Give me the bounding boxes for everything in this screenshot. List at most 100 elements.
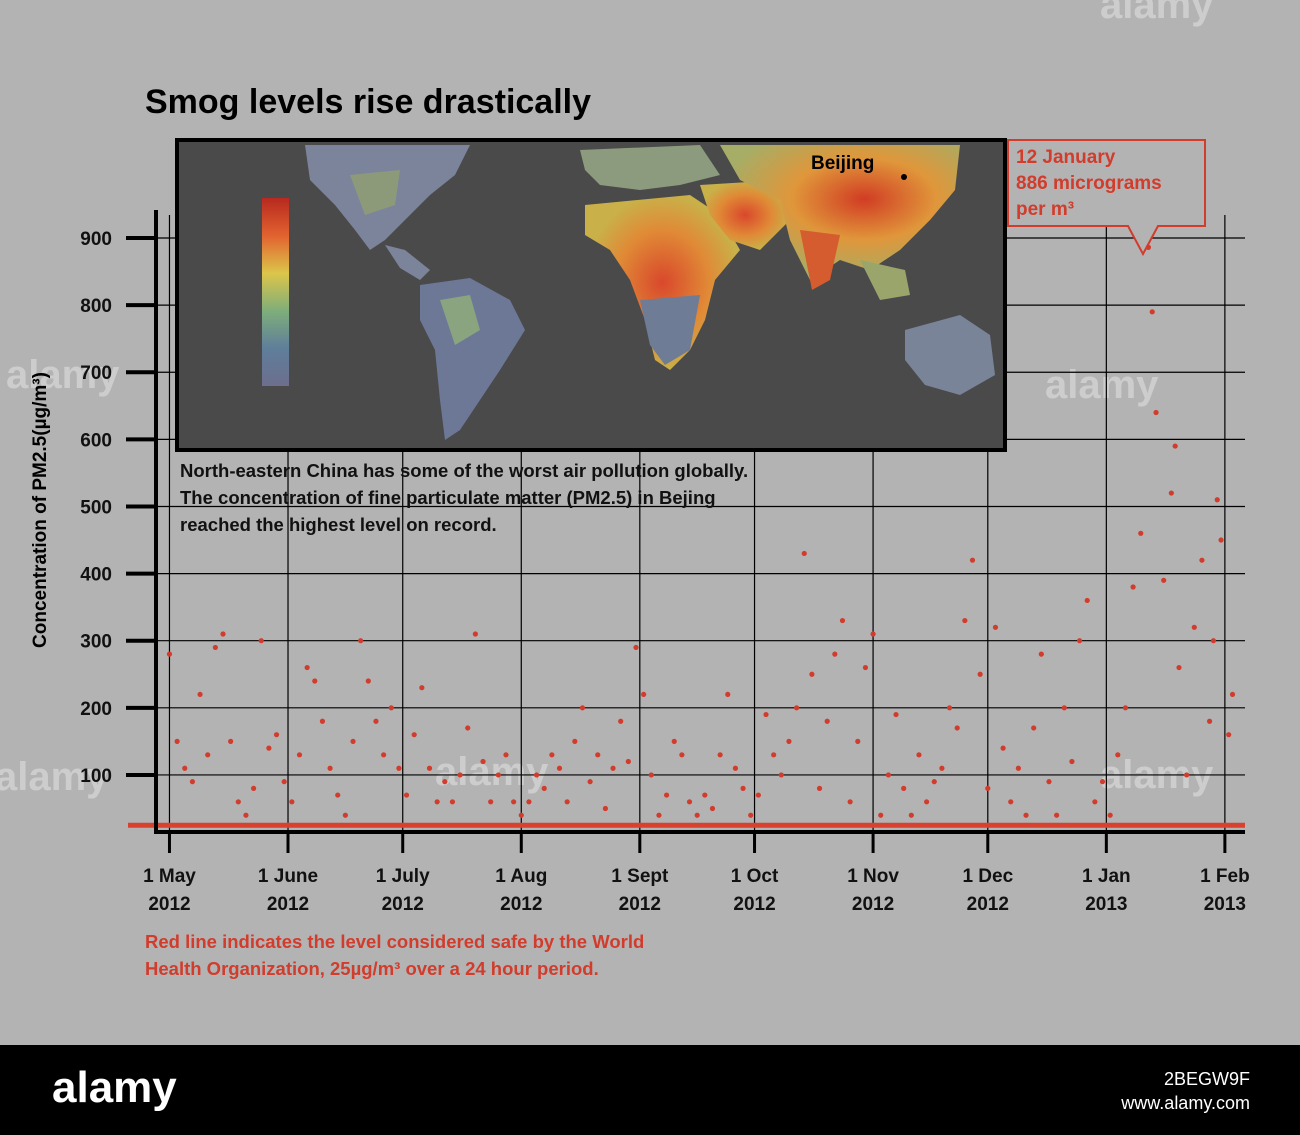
data-point <box>281 779 287 785</box>
y-tick-label: 400 <box>80 565 112 586</box>
us-east <box>350 170 400 215</box>
watermark: alamy <box>1045 363 1159 407</box>
note-line: Health Organization, 25µg/m³ over a 24 h… <box>145 958 599 979</box>
data-point <box>1184 772 1190 778</box>
data-point <box>793 705 800 711</box>
amazon <box>440 295 480 345</box>
data-point <box>702 792 708 798</box>
data-point <box>403 792 410 798</box>
data-point <box>1210 638 1217 644</box>
data-point <box>625 758 631 765</box>
x-tick-label: 1 July <box>376 866 430 887</box>
data-point <box>663 792 670 798</box>
data-point <box>1122 705 1129 711</box>
data-point <box>1206 718 1213 724</box>
data-point <box>1015 765 1021 771</box>
pm25-chart: alamy alamy alamy alamy alamy alamy Smog… <box>0 0 1250 979</box>
data-point <box>847 799 853 805</box>
data-point <box>717 752 723 758</box>
data-point <box>1107 812 1113 818</box>
data-point <box>924 799 930 805</box>
callout-line: 12 January <box>1016 147 1116 168</box>
data-point <box>266 745 272 751</box>
data-point <box>220 631 226 637</box>
data-point <box>1138 530 1144 536</box>
callout-line: per m³ <box>1016 199 1074 220</box>
x-tick-label: 2012 <box>267 894 309 915</box>
data-point <box>786 738 792 744</box>
x-tick-label: 2013 <box>1204 894 1246 915</box>
data-point <box>411 732 417 738</box>
data-point <box>732 765 739 771</box>
data-point <box>541 785 547 791</box>
data-point <box>396 765 402 771</box>
data-point <box>381 752 387 758</box>
data-point <box>1069 758 1075 765</box>
data-point <box>1023 812 1029 818</box>
data-point <box>740 785 746 791</box>
data-point <box>212 644 218 651</box>
x-tick-label: 2012 <box>852 894 894 915</box>
australia <box>905 315 995 395</box>
x-tick-label: 1 Dec <box>962 866 1013 887</box>
data-point <box>893 711 899 718</box>
data-point <box>296 752 303 758</box>
data-point <box>564 799 570 805</box>
footer-image-info: 2BEGW9F www.alamy.com <box>1121 1067 1250 1115</box>
data-point <box>319 718 326 724</box>
africa <box>585 195 740 370</box>
data-point <box>610 765 616 771</box>
y-tick-label: 200 <box>80 699 112 720</box>
x-tick-label: 2012 <box>148 894 190 915</box>
data-point <box>977 671 983 677</box>
data-point <box>457 772 463 778</box>
data-point <box>1000 745 1006 751</box>
india <box>800 230 840 290</box>
callout-box <box>1007 139 1206 257</box>
data-point <box>686 799 693 805</box>
data-point <box>273 732 280 738</box>
y-tick-label: 100 <box>80 766 112 787</box>
data-point <box>931 779 937 785</box>
data-point <box>488 799 494 805</box>
description-line: North-eastern China has some of the wors… <box>180 460 748 481</box>
site-url: www.alamy.com <box>1121 1093 1250 1113</box>
image-id: 2BEGW9F <box>1163 1069 1250 1089</box>
data-point <box>503 752 509 758</box>
data-point <box>1076 638 1083 644</box>
central-america <box>385 245 430 280</box>
data-point <box>365 678 371 684</box>
data-point <box>985 785 991 791</box>
data-point <box>342 812 348 818</box>
data-point <box>1130 584 1136 590</box>
data-point <box>839 617 846 624</box>
x-tick-label: 2012 <box>619 894 661 915</box>
data-point <box>572 738 578 744</box>
note-line: Red line indicates the level considered … <box>145 931 644 952</box>
data-point <box>243 812 249 818</box>
data-point <box>350 738 356 744</box>
description-line: The concentration of fine particulate ma… <box>180 487 716 508</box>
data-point <box>434 799 440 805</box>
data-point <box>426 765 433 771</box>
data-point <box>832 651 838 657</box>
x-tick-label: 2012 <box>967 894 1009 915</box>
data-point <box>656 812 662 818</box>
data-point <box>419 685 425 691</box>
data-point <box>258 638 264 644</box>
europe <box>580 145 720 190</box>
data-point <box>1168 490 1174 496</box>
description-line: reached the highest level on record. <box>180 514 497 535</box>
data-point <box>969 557 976 563</box>
data-point <box>465 725 471 731</box>
y-tick-label: 300 <box>80 632 112 653</box>
beijing-marker <box>901 174 907 180</box>
data-point <box>962 617 968 624</box>
data-point <box>1092 799 1098 805</box>
data-point <box>939 765 945 771</box>
southeast-asia <box>860 260 910 300</box>
x-tick-label: 1 Feb <box>1200 866 1250 887</box>
watermark: alamy <box>6 353 120 397</box>
data-point <box>1226 732 1232 738</box>
data-point <box>1199 557 1205 563</box>
